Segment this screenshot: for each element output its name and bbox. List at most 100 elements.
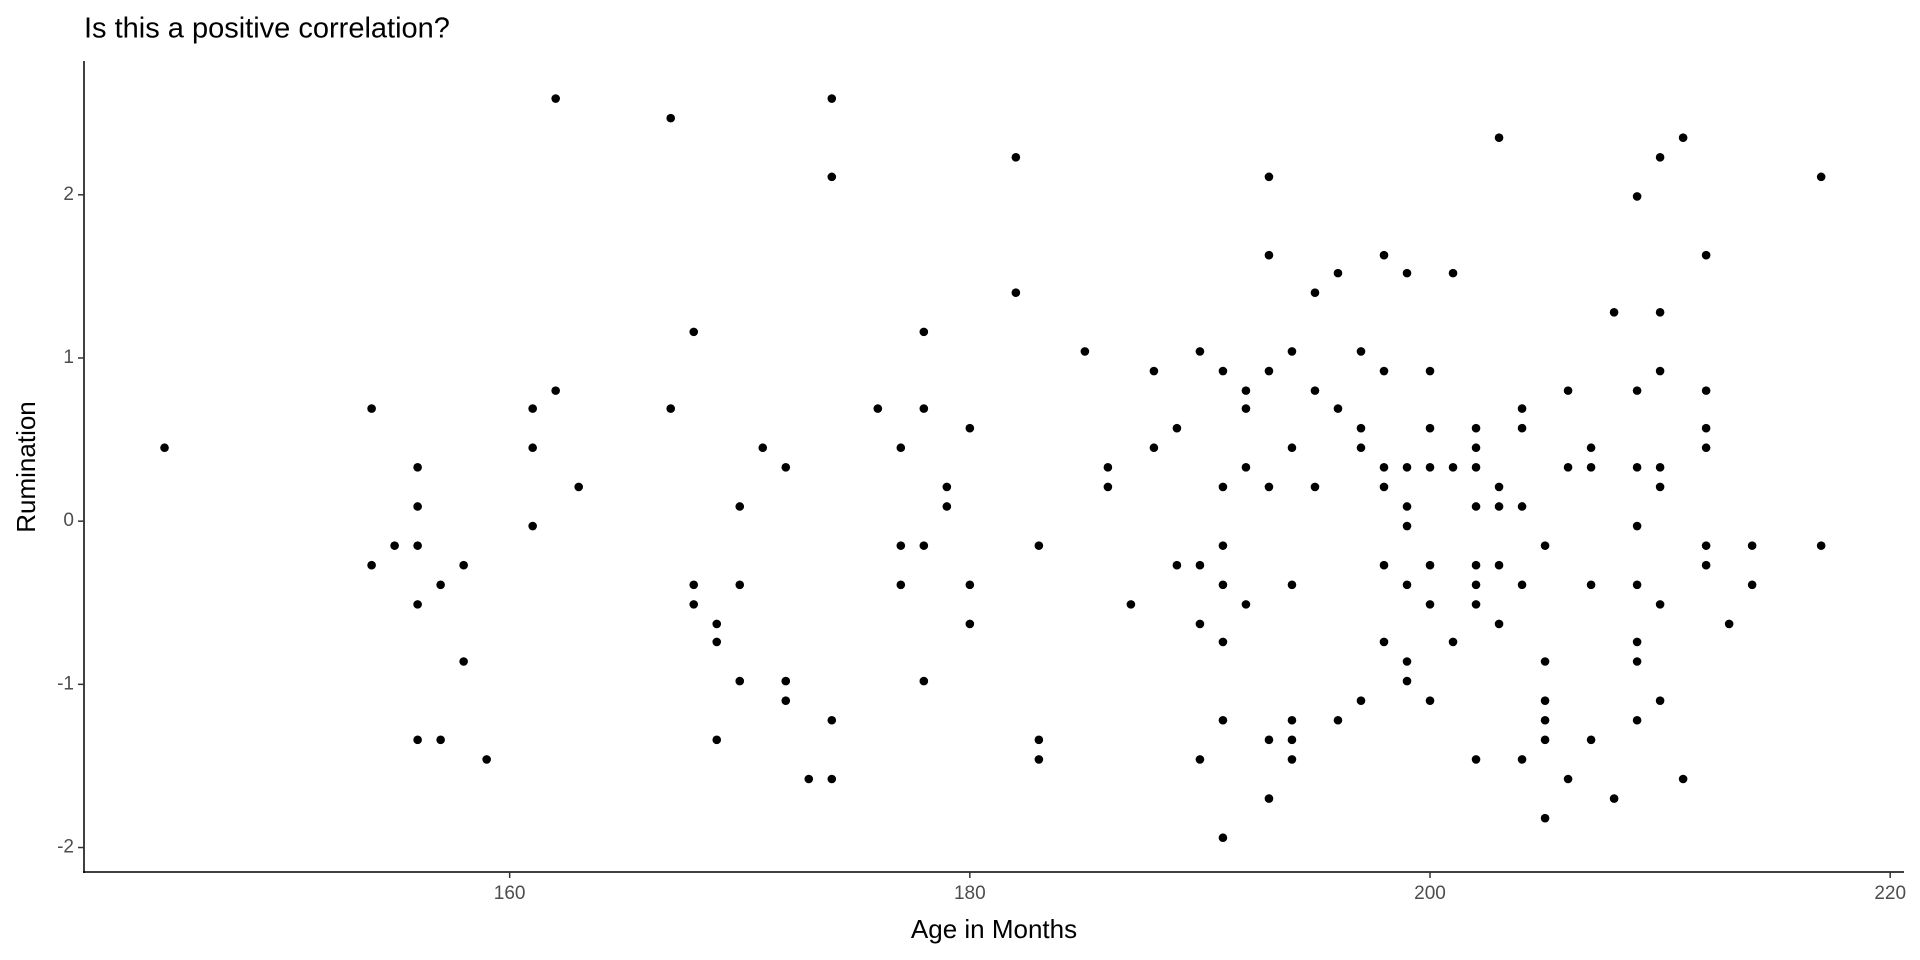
point	[712, 637, 722, 647]
point	[1471, 502, 1481, 511]
point	[1471, 580, 1481, 590]
point	[1402, 657, 1412, 666]
point	[482, 755, 491, 764]
point	[1471, 560, 1481, 570]
point	[1701, 443, 1711, 453]
point	[1195, 755, 1205, 764]
point	[942, 482, 952, 492]
point	[1011, 152, 1021, 162]
point	[1632, 580, 1642, 590]
point	[1448, 637, 1458, 647]
point	[965, 619, 975, 629]
point	[1540, 541, 1550, 550]
point	[367, 404, 376, 413]
point	[1517, 404, 1527, 413]
point	[1218, 637, 1228, 647]
point	[1632, 637, 1642, 647]
point	[896, 541, 906, 550]
chart-title: Is this a positive correlation?	[84, 13, 450, 45]
point	[1287, 755, 1297, 764]
point	[1655, 696, 1665, 705]
point	[1540, 735, 1550, 745]
point	[1379, 463, 1389, 472]
point	[1586, 443, 1596, 453]
point	[781, 696, 791, 705]
x-tick-label: 200	[1414, 883, 1446, 904]
x-tick-label: 180	[954, 883, 986, 904]
point	[1034, 735, 1044, 745]
point	[896, 443, 906, 453]
point	[1011, 288, 1021, 298]
point	[1264, 172, 1274, 182]
point	[551, 386, 560, 395]
point	[781, 463, 791, 472]
point	[896, 580, 906, 590]
point	[1241, 404, 1251, 413]
point	[1126, 600, 1136, 609]
point	[1494, 482, 1504, 492]
x-tick-label: 220	[1874, 883, 1906, 904]
point	[919, 404, 929, 413]
y-tick-label: -1	[57, 673, 74, 694]
point	[758, 443, 768, 453]
point	[1379, 250, 1389, 260]
point	[1701, 541, 1711, 550]
point	[1333, 268, 1343, 278]
point	[1402, 580, 1412, 590]
point	[1540, 696, 1550, 705]
point	[1241, 463, 1251, 472]
y-tick-label: 0	[63, 510, 74, 531]
point	[436, 580, 445, 590]
point	[1425, 696, 1435, 705]
point	[1034, 755, 1044, 764]
point	[1701, 386, 1711, 395]
point	[1218, 366, 1228, 376]
point	[1471, 755, 1481, 764]
x-axis-title: Age in Months	[911, 914, 1077, 944]
point	[1494, 502, 1504, 511]
point	[1356, 347, 1366, 356]
point	[919, 327, 929, 337]
point	[459, 657, 468, 666]
point	[712, 735, 722, 745]
point	[436, 735, 445, 745]
point	[1356, 696, 1366, 705]
point	[1402, 521, 1412, 531]
point	[965, 580, 975, 590]
point	[1747, 541, 1757, 550]
point	[1586, 735, 1596, 745]
point	[1218, 833, 1228, 843]
point	[689, 327, 699, 337]
point	[1586, 463, 1596, 472]
point	[1747, 580, 1757, 590]
point	[1287, 580, 1297, 590]
point	[735, 580, 745, 590]
point	[1218, 482, 1228, 492]
point	[1724, 619, 1734, 629]
point	[1080, 347, 1090, 356]
point	[827, 94, 837, 103]
point	[1149, 443, 1159, 453]
point	[1563, 774, 1573, 784]
point	[1425, 560, 1435, 570]
y-axis-title: Rumination	[11, 401, 41, 533]
point	[1471, 423, 1481, 433]
point	[827, 774, 837, 784]
point	[1195, 560, 1205, 570]
point	[1379, 482, 1389, 492]
point	[1678, 133, 1688, 142]
point	[666, 404, 676, 413]
point	[1540, 715, 1550, 725]
point	[919, 541, 929, 550]
y-tick-label: 1	[63, 347, 74, 368]
point	[1586, 580, 1596, 590]
point	[1494, 560, 1504, 570]
point	[689, 580, 699, 590]
point	[367, 560, 376, 570]
point	[551, 94, 560, 103]
point	[1655, 600, 1665, 609]
point	[1103, 482, 1113, 492]
point	[1471, 443, 1481, 453]
point	[1264, 735, 1274, 745]
